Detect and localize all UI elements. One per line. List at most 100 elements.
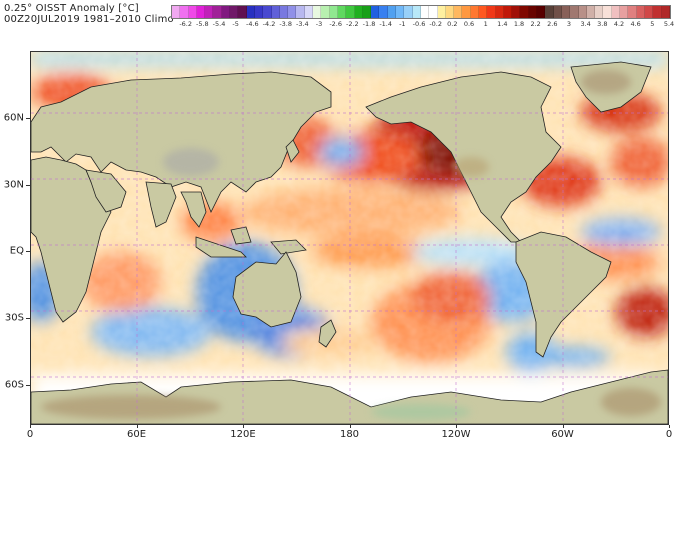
colorbar-swatch <box>578 6 587 18</box>
lon-label: 120E <box>230 429 256 440</box>
colorbar-swatch <box>653 6 662 18</box>
colorbar-tick-label: 1.8 <box>513 20 525 28</box>
lat-label: 60N <box>3 112 24 124</box>
colorbar-swatch <box>487 6 496 18</box>
colorbar-swatch <box>595 6 604 18</box>
colorbar-tick-label: -0.2 <box>429 20 442 28</box>
colorbar-swatch <box>254 6 264 18</box>
colorbar-swatch <box>620 6 629 18</box>
colorbar-swatch <box>329 6 338 18</box>
colorbar-tick-label: -4.6 <box>245 20 259 28</box>
colorbar-swatch <box>561 6 571 18</box>
colorbar-swatch <box>520 6 529 18</box>
map-canvas <box>31 52 668 424</box>
lon-tick <box>30 425 31 428</box>
colorbar-tick-label: 3.4 <box>580 20 591 28</box>
colorbar-swatch <box>404 6 413 18</box>
colorbar-tick-label: -2.6 <box>329 20 342 28</box>
lat-tick <box>26 117 30 119</box>
colorbar-swatch <box>221 6 231 18</box>
lon-tick <box>669 425 670 428</box>
colorbar-tick-label: -1 <box>399 20 406 28</box>
colorbar-tick-label: -4.2 <box>262 20 276 28</box>
lon-label: 0 <box>26 429 34 440</box>
colorbar-tick-label: -5.4 <box>212 20 226 28</box>
colorbar-swatch <box>570 6 579 18</box>
colorbar-swatch <box>437 6 446 18</box>
colorbar-swatch <box>445 6 455 18</box>
colorbar-swatch <box>503 6 513 18</box>
colorbar-tick-label: -1.4 <box>379 20 392 28</box>
colorbar-swatch <box>313 6 322 18</box>
colorbar-swatch <box>238 6 247 18</box>
colorbar-swatch <box>180 6 189 18</box>
colorbar-tick-label: -0.6 <box>412 20 426 28</box>
colorbar-tick-label: 5.4 <box>663 20 675 28</box>
colorbar-swatch <box>462 6 471 18</box>
lat-label: 30S <box>4 312 24 324</box>
colorbar-swatch <box>495 6 504 18</box>
colorbar-swatch <box>346 6 355 18</box>
colorbar-swatch <box>246 6 255 18</box>
colorbar-tick-label: 4.6 <box>630 20 641 28</box>
colorbar-swatch <box>362 6 372 18</box>
colorbar-swatch <box>636 6 645 18</box>
lat-label: EQ <box>9 245 24 257</box>
colorbar-swatch <box>537 6 546 18</box>
colorbar-labels: -6.2 -5.8 -5.4 -5 -4.6 -4.2 -3.8 -3.4 -3 -2.6 -2.2… <box>171 20 675 30</box>
title-line-1: 0.25° OISST Anomaly [°C] <box>4 3 139 14</box>
sst-anomaly-map <box>30 51 669 425</box>
colorbar-swatch <box>371 6 380 18</box>
colorbar-tick-label: -3 <box>315 20 323 28</box>
colorbar <box>171 5 671 19</box>
colorbar-swatch <box>420 6 430 18</box>
colorbar-swatch <box>337 6 347 18</box>
colorbar-tick-label: -2.2 <box>345 20 359 28</box>
title-line-2: 00Z20JUL2019 1981–2010 Climo <box>4 14 174 25</box>
colorbar-tick-label: 1.4 <box>497 20 508 28</box>
colorbar-swatch <box>412 6 421 18</box>
lon-label: 0 <box>665 429 673 440</box>
colorbar-swatch <box>586 6 596 18</box>
colorbar-swatch <box>230 6 239 18</box>
lon-tick <box>456 425 457 428</box>
colorbar-tick-label: -5 <box>232 20 239 28</box>
lat-tick <box>26 318 30 320</box>
colorbar-swatch <box>545 6 554 18</box>
colorbar-swatch <box>271 6 280 18</box>
colorbar-swatch <box>603 6 612 18</box>
colorbar-tick-label: -1.8 <box>362 20 376 28</box>
colorbar-tick-label: 0.2 <box>447 20 458 28</box>
lat-tick <box>26 384 30 386</box>
colorbar-swatch <box>213 6 222 18</box>
colorbar-swatch <box>429 6 438 18</box>
colorbar-swatch <box>321 6 330 18</box>
lon-tick <box>136 425 138 428</box>
colorbar-tick-label: 2.6 <box>547 20 558 28</box>
lat-label: 60S <box>4 379 24 391</box>
map-title: 0.25° OISST Anomaly [°C] 00Z20JUL2019 19… <box>4 3 174 25</box>
colorbar-swatch <box>387 6 397 18</box>
colorbar-swatch <box>611 6 621 18</box>
lon-tick <box>562 425 564 428</box>
colorbar-swatch <box>188 6 197 18</box>
colorbar-swatch <box>196 6 206 18</box>
lat-label: 30N <box>3 179 24 191</box>
colorbar-swatch <box>478 6 488 18</box>
colorbar-swatch <box>205 6 214 18</box>
colorbar-tick-label: 5 <box>650 20 655 28</box>
colorbar-tick-label: -3.8 <box>279 20 292 28</box>
lon-label: 180 <box>339 429 360 440</box>
colorbar-swatch <box>354 6 363 18</box>
colorbar-tick-label: 4.2 <box>613 20 625 28</box>
colorbar-swatch <box>661 6 670 18</box>
lon-label: 60W <box>551 429 574 440</box>
colorbar-tick-label: 1 <box>483 20 488 28</box>
colorbar-swatch <box>379 6 388 18</box>
lon-tick <box>349 425 351 428</box>
colorbar-swatch <box>304 6 314 18</box>
colorbar-swatch <box>396 6 405 18</box>
colorbar-tick-label: 3.8 <box>597 20 608 28</box>
colorbar-swatch <box>528 6 538 18</box>
lon-tick <box>243 425 244 428</box>
